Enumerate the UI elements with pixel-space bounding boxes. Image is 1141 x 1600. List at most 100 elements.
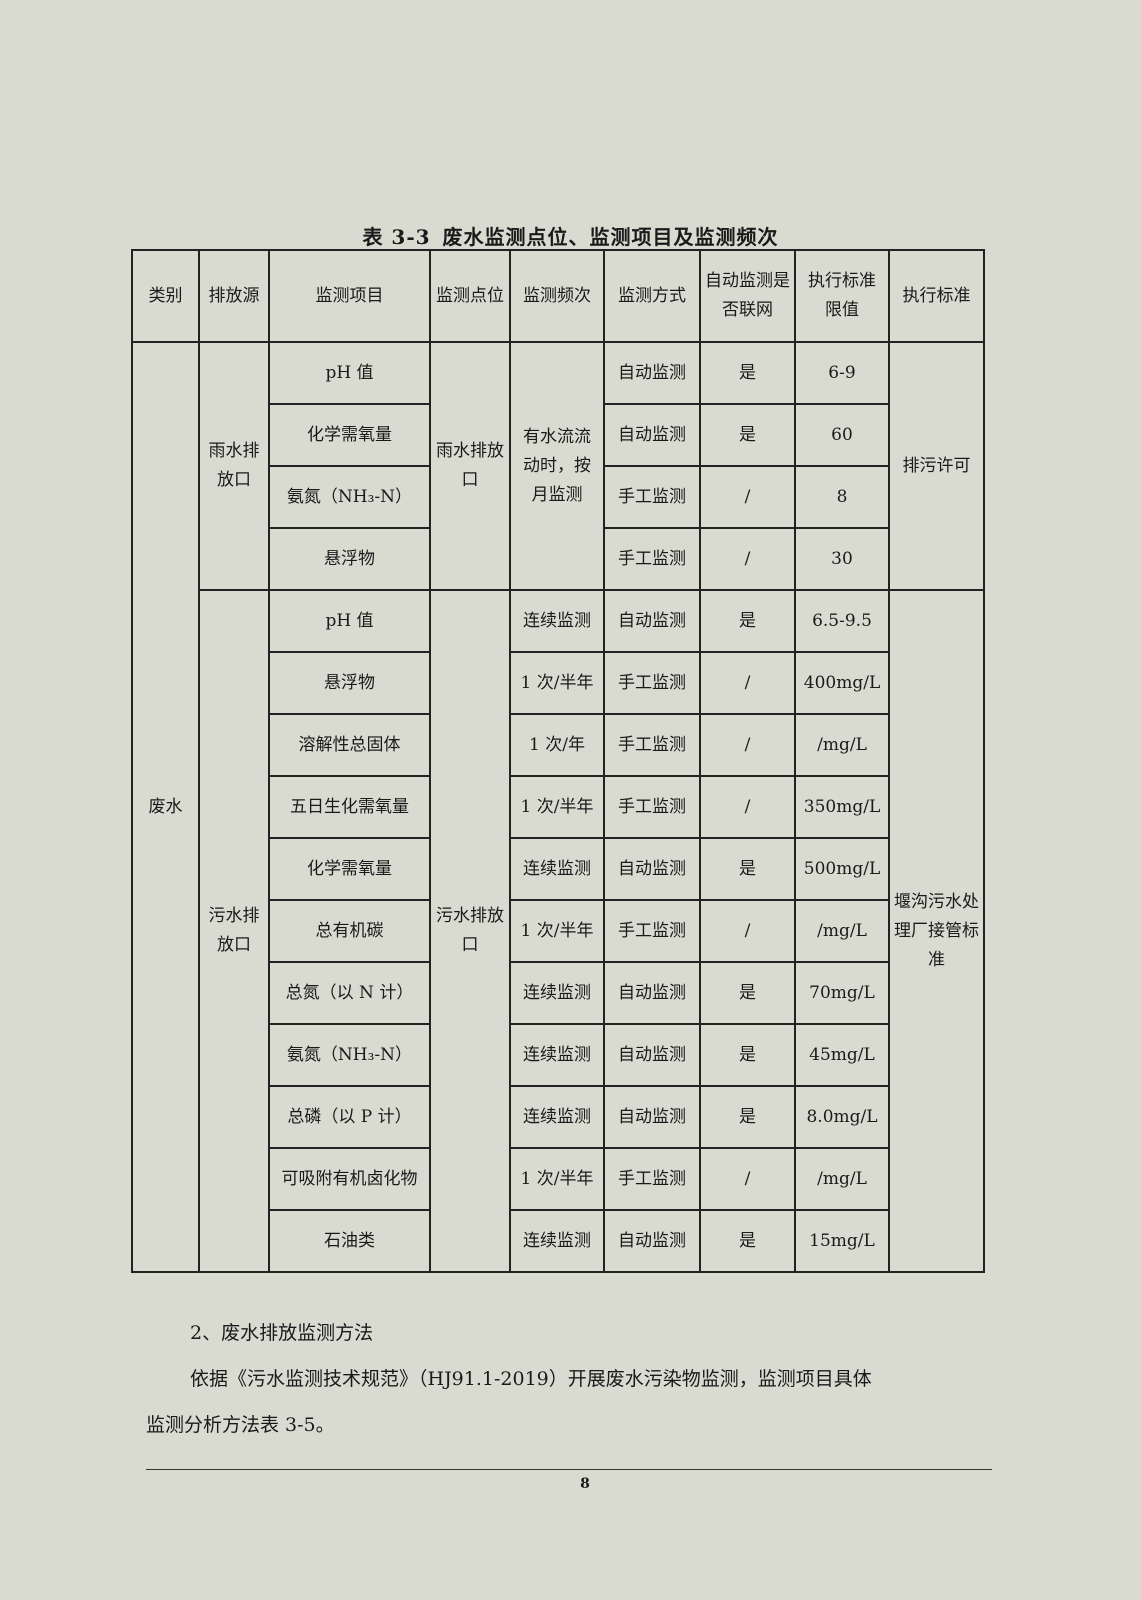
table-row: 可吸附有机卤化物 1 次/半年 手工监测 //mg/L (132, 1147, 984, 1211)
col-category: 类别 (131, 249, 200, 343)
frequency-cell: 连续监测 (509, 837, 605, 901)
table-row: 氨氮（NH₃-N） 连续监测 自动监测是 45mg/L (132, 1023, 984, 1087)
footer-rule (146, 1469, 992, 1470)
source-cell: 雨水排放口 (198, 341, 270, 591)
col-standard: 执行标准 (888, 249, 985, 343)
online-cell: / (699, 775, 796, 839)
item-cell: pH 值 (268, 589, 431, 653)
header-row: 类别 排放源 监测项目 监测点位 监测频次 监测方式 自动监测是否联网 执行标准… (131, 249, 985, 343)
section-heading: 2、废水排放监测方法 (190, 1322, 374, 1344)
table-caption: 表 3-3 废水监测点位、监测项目及监测频次 (0, 221, 1141, 250)
method-cell: 手工监测 (603, 465, 701, 529)
table-row: 总有机碳 1 次/半年 手工监测 //mg/L (132, 899, 984, 963)
frequency-cell: 连续监测 (509, 1023, 605, 1087)
limit-cell: 400mg/L (794, 651, 890, 715)
limit-cell: 70mg/L (794, 961, 890, 1025)
item-cell: 总磷（以 P 计） (268, 1085, 431, 1149)
standard-cell: 堰沟污水处理厂接管标准 (888, 589, 985, 1273)
source-cell: 污水排放口 (198, 589, 270, 1273)
frequency-cell: 连续监测 (509, 1209, 605, 1273)
limit-cell: 6.5-9.5 (794, 589, 890, 653)
method-cell: 自动监测 (603, 837, 701, 901)
item-cell: 总有机碳 (268, 899, 431, 963)
item-cell: pH 值 (268, 341, 431, 405)
point-cell: 雨水排放口 (429, 341, 511, 591)
online-cell: 是 (699, 1023, 796, 1087)
online-cell: 是 (699, 403, 796, 467)
paragraph-line-2: 监测分析方法表 3-5。 (146, 1414, 335, 1436)
col-online: 自动监测是否联网 (699, 249, 796, 343)
table-row: 五日生化需氧量 1 次/半年 手工监测/350mg/L (132, 775, 984, 839)
table-row: 石油类 连续监测 自动监测是 15mg/L (132, 1209, 984, 1273)
method-cell: 自动监测 (603, 589, 701, 653)
method-cell: 自动监测 (603, 341, 701, 405)
online-cell: 是 (699, 341, 796, 405)
limit-cell: 15mg/L (794, 1209, 890, 1273)
frequency-cell: 1 次/半年 (509, 1147, 605, 1211)
table-row: 总氮（以 N 计） 连续监测 自动监测是 70mg/L (132, 961, 984, 1025)
col-source: 排放源 (198, 249, 270, 343)
item-cell: 五日生化需氧量 (268, 775, 431, 839)
method-cell: 自动监测 (603, 1209, 701, 1273)
limit-cell: 8.0mg/L (794, 1085, 890, 1149)
frequency-cell: 1 次/半年 (509, 775, 605, 839)
online-cell: / (699, 465, 796, 529)
col-method: 监测方式 (603, 249, 701, 343)
item-cell: 氨氮（NH₃-N） (268, 465, 431, 529)
method-cell: 自动监测 (603, 961, 701, 1025)
frequency-cell: 有水流流动时，按月监测 (509, 341, 605, 591)
item-cell: 石油类 (268, 1209, 431, 1273)
table-row: 化学需氧量 自动监测是 60 (132, 403, 984, 467)
frequency-cell: 连续监测 (509, 1085, 605, 1149)
online-cell: 是 (699, 589, 796, 653)
limit-cell: 60 (794, 403, 890, 467)
item-cell: 溶解性总固体 (268, 713, 431, 777)
table-number: 表 3-3 (362, 225, 431, 249)
item-cell: 悬浮物 (268, 651, 431, 715)
limit-cell: 45mg/L (794, 1023, 890, 1087)
item-cell: 悬浮物 (268, 527, 431, 591)
online-cell: 是 (699, 1209, 796, 1273)
table-row: 溶解性总固体 1 次/年 手工监测 //mg/L (132, 713, 984, 777)
table-row: 化学需氧量 连续监测 自动监测是 500mg/L (132, 837, 984, 901)
limit-cell: 350mg/L (794, 775, 890, 839)
method-cell: 自动监测 (603, 1085, 701, 1149)
limit-cell: 30 (794, 527, 890, 591)
frequency-cell: 1 次/半年 (509, 651, 605, 715)
online-cell: / (699, 1147, 796, 1211)
frequency-cell: 连续监测 (509, 961, 605, 1025)
limit-cell: 500mg/L (794, 837, 890, 901)
online-cell: / (699, 713, 796, 777)
frequency-cell: 1 次/半年 (509, 899, 605, 963)
online-cell: 是 (699, 1085, 796, 1149)
monitoring-table: 类别 排放源 监测项目 监测点位 监测频次 监测方式 自动监测是否联网 执行标准… (131, 249, 985, 1273)
col-limit: 执行标准限值 (794, 249, 890, 343)
method-cell: 自动监测 (603, 1023, 701, 1087)
frequency-cell: 1 次/年 (509, 713, 605, 777)
limit-cell: /mg/L (794, 899, 890, 963)
col-point: 监测点位 (429, 249, 511, 343)
method-cell: 手工监测 (603, 651, 701, 715)
method-cell: 手工监测 (603, 527, 701, 591)
table-row: 废水 雨水排放口 pH 值雨水排放口 有水流流动时，按月监测 自动监测是 6-9 排污许可 (131, 341, 985, 1273)
standard-cell: 排污许可 (888, 341, 985, 591)
online-cell: 是 (699, 961, 796, 1025)
table-row: 氨氮（NH₃-N） 手工监测/8 (132, 465, 984, 529)
method-cell: 自动监测 (603, 403, 701, 467)
online-cell: / (699, 527, 796, 591)
table-row: 悬浮物 手工监测/30 (132, 527, 984, 591)
category-cell: 废水 (131, 341, 200, 1273)
col-item: 监测项目 (268, 249, 431, 343)
limit-cell: 8 (794, 465, 890, 529)
limit-cell: 6-9 (794, 341, 890, 405)
item-cell: 总氮（以 N 计） (268, 961, 431, 1025)
online-cell: 是 (699, 837, 796, 901)
item-cell: 化学需氧量 (268, 837, 431, 901)
method-cell: 手工监测 (603, 1147, 701, 1211)
table-row: 总磷（以 P 计） 连续监测 自动监测是 8.0mg/L (132, 1085, 984, 1149)
table-title: 废水监测点位、监测项目及监测频次 (442, 225, 779, 249)
method-cell: 手工监测 (603, 899, 701, 963)
col-frequency: 监测频次 (509, 249, 605, 343)
page-number: 8 (580, 1476, 590, 1492)
online-cell: / (699, 899, 796, 963)
